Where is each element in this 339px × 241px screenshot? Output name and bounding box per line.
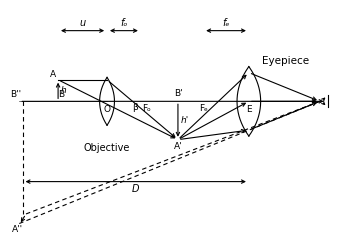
Text: B: B (58, 90, 64, 99)
Text: β: β (132, 102, 137, 112)
Text: Fₑ: Fₑ (199, 104, 208, 113)
Text: u: u (80, 18, 86, 28)
Text: O: O (103, 105, 111, 114)
Text: Fₒ: Fₒ (142, 104, 152, 113)
Text: A': A' (174, 142, 182, 151)
Text: Objective: Objective (84, 143, 130, 153)
Text: h: h (61, 86, 66, 95)
Text: fₒ: fₒ (120, 18, 127, 28)
Text: D: D (132, 184, 139, 194)
Text: fₑ: fₑ (222, 18, 230, 28)
Text: Eyepiece: Eyepiece (262, 56, 310, 66)
Text: h': h' (181, 116, 189, 125)
Text: A: A (50, 70, 56, 79)
Text: B': B' (174, 89, 182, 99)
Text: E: E (246, 105, 252, 114)
Text: A'': A'' (12, 225, 23, 234)
Text: B'': B'' (10, 90, 21, 99)
